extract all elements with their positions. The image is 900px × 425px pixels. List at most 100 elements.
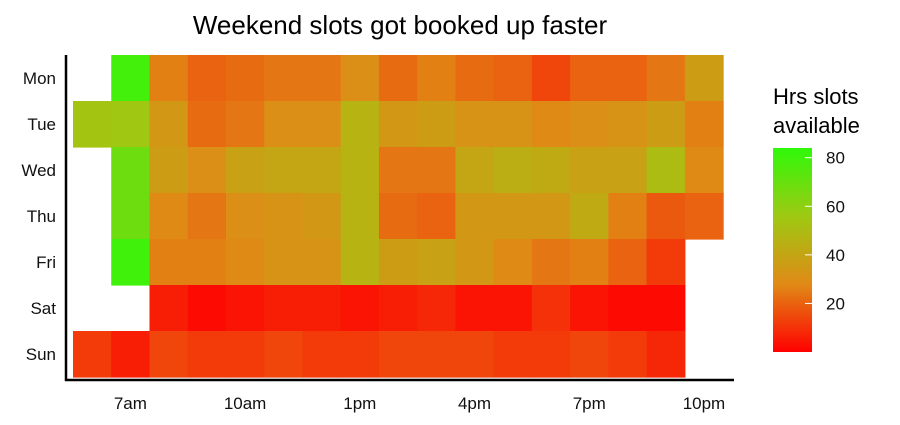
heatmap-cell-tue-7am (111, 101, 151, 148)
heatmap-cell-sun-9am (187, 331, 227, 378)
heatmap-cell-sun-6pm (531, 331, 571, 378)
heatmap-cell-mon-4pm (455, 55, 495, 102)
heatmap-cell-thu-2pm (378, 193, 418, 240)
heatmap-cell-thu-12pm (302, 193, 342, 240)
legend-tick-label-20: 20 (826, 294, 845, 313)
heatmap-cell-sat-11am (264, 285, 304, 332)
heatmap-cell-thu-10pm (684, 193, 724, 240)
heatmap-cell-tue-9pm (646, 101, 686, 148)
y-tick-label-tue: Tue (27, 115, 56, 134)
heatmap-cell-sat-4pm (455, 285, 495, 332)
heatmap-cell-sun-4pm (455, 331, 495, 378)
heatmap-cell-mon-5pm (493, 55, 533, 102)
y-tick-label-sat: Sat (30, 299, 56, 318)
heatmap-cell-tue-11am (264, 101, 304, 148)
heatmap-cell-mon-3pm (417, 55, 456, 102)
legend-color-bar (773, 148, 812, 352)
heatmap-cell-tue-12pm (302, 101, 342, 148)
heatmap-cell-wed-3pm (417, 147, 456, 194)
x-tick-label-1pm: 1pm (343, 394, 376, 413)
heatmap-cell-sun-7pm (570, 331, 609, 378)
heatmap-cell-thu-3pm (417, 193, 456, 240)
heatmap-cell-mon-8am (149, 55, 189, 102)
heatmap-cell-sat-6pm (531, 285, 571, 332)
heatmap-cell-thu-8am (149, 193, 189, 240)
heatmap-cell-mon-7pm (570, 55, 609, 102)
heatmap-cell-mon-10am (225, 55, 265, 102)
heatmap-cell-thu-5pm (493, 193, 533, 240)
heatmap-cell-sun-1pm (340, 331, 380, 378)
heatmap-cell-fri-2pm (378, 239, 418, 286)
heatmap-cell-sun-12pm (302, 331, 342, 378)
heatmap-cell-mon-10pm (684, 55, 724, 102)
heatmap-cell-sun-8pm (608, 331, 648, 378)
heatmap-cell-fri-12pm (302, 239, 342, 286)
legend-title-line-2: available (773, 113, 860, 138)
x-tick-label-7pm: 7pm (573, 394, 606, 413)
heatmap-cell-wed-9pm (646, 147, 686, 194)
heatmap-cell-wed-5pm (493, 147, 533, 194)
x-tick-label-10pm: 10pm (683, 394, 726, 413)
heatmap-cell-thu-8pm (608, 193, 648, 240)
heatmap-cell-fri-8pm (608, 239, 648, 286)
heatmap-cell-thu-7pm (570, 193, 609, 240)
heatmap-cell-wed-4pm (455, 147, 495, 194)
heatmap-cell-wed-10pm (684, 147, 724, 194)
heatmap-cell-fri-7pm (570, 239, 609, 286)
heatmap-cell-sat-3pm (417, 285, 456, 332)
heatmap-cell-sat-10am (225, 285, 265, 332)
heatmap-cell-wed-1pm (340, 147, 380, 194)
heatmap-cell-mon-2pm (378, 55, 418, 102)
heatmap-cell-sun-10am (225, 331, 265, 378)
heatmap-cell-sat-9pm (646, 285, 686, 332)
heatmap-cell-tue-6pm (531, 101, 571, 148)
heatmap-cell-sat-1pm (340, 285, 380, 332)
heatmap-cell-wed-12pm (302, 147, 342, 194)
heatmap-cell-mon-8pm (608, 55, 648, 102)
heatmap-cell-thu-7am (111, 193, 151, 240)
heatmap-cell-mon-1pm (340, 55, 380, 102)
heatmap-cell-thu-6pm (531, 193, 571, 240)
heatmap-cell-wed-7am (111, 147, 151, 194)
heatmap-cell-tue-3pm (417, 101, 456, 148)
x-axis-labels: 7am 10am 1pm 4pm 7pm 10pm (114, 394, 725, 413)
heatmap-cell-fri-7am (111, 239, 151, 286)
legend-tick-label-60: 60 (826, 197, 845, 216)
heatmap-cell-wed-8pm (608, 147, 648, 194)
heatmap-cell-tue-4pm (455, 101, 495, 148)
heatmap-cell-tue-1pm (340, 101, 380, 148)
heatmap-cell-sun-3pm (417, 331, 456, 378)
heatmap-cell-thu-1pm (340, 193, 380, 240)
heatmap-cell-sun-6am (73, 331, 112, 378)
heatmap-cells (73, 55, 724, 378)
heatmap-cell-tue-5pm (493, 101, 533, 148)
heatmap-cell-tue-10am (225, 101, 265, 148)
heatmap-cell-mon-11am (264, 55, 304, 102)
y-tick-label-thu: Thu (27, 207, 56, 226)
heatmap-cell-sat-8pm (608, 285, 648, 332)
x-tick-label-7am: 7am (114, 394, 147, 413)
y-tick-label-fri: Fri (36, 253, 56, 272)
legend-title-line-1: Hrs slots (773, 84, 859, 109)
heatmap-cell-fri-8am (149, 239, 189, 286)
color-legend: Hrs slots available 80 60 40 20 (773, 84, 860, 352)
heatmap-cell-wed-7pm (570, 147, 609, 194)
heatmap-cell-fri-4pm (455, 239, 495, 286)
heatmap-cell-sat-7pm (570, 285, 609, 332)
heatmap-cell-sat-5pm (493, 285, 533, 332)
legend-tick-labels: 80 60 40 20 (805, 149, 845, 313)
heatmap-cell-sun-9pm (646, 331, 686, 378)
chart-title: Weekend slots got booked up faster (193, 10, 608, 40)
heatmap-cell-thu-10am (225, 193, 265, 240)
heatmap-cell-tue-6am (73, 101, 112, 148)
heatmap-cell-fri-11am (264, 239, 304, 286)
heatmap-cell-mon-9pm (646, 55, 686, 102)
heatmap-cell-tue-10pm (684, 101, 724, 148)
heatmap-cell-tue-9am (187, 101, 227, 148)
y-tick-label-mon: Mon (23, 69, 56, 88)
heatmap-cell-tue-8pm (608, 101, 648, 148)
legend-tick-label-80: 80 (826, 149, 845, 168)
heatmap-cell-tue-8am (149, 101, 189, 148)
heatmap-cell-mon-6pm (531, 55, 571, 102)
